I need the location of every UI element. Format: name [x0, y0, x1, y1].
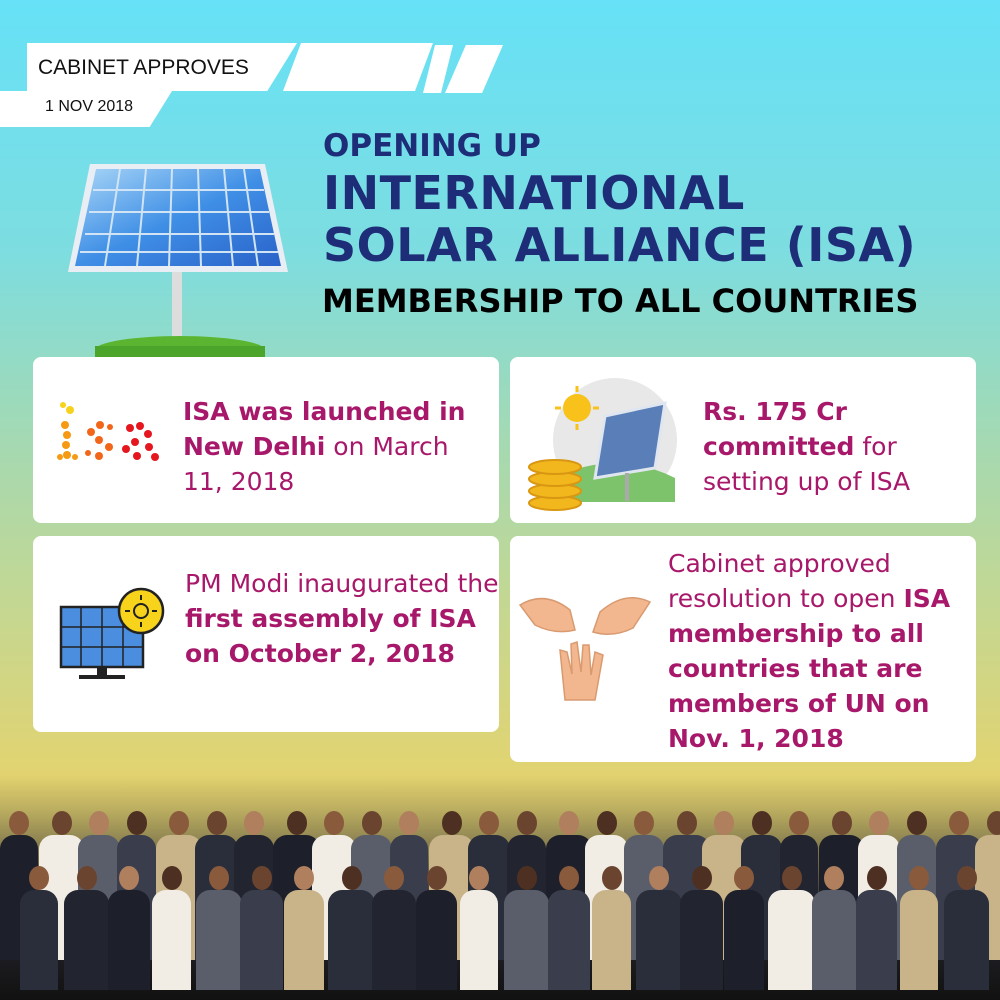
person-head [824, 866, 844, 890]
person-silhouette [680, 890, 723, 990]
person-head [949, 811, 969, 835]
solar-panel-icon [68, 164, 288, 360]
person-head [781, 866, 802, 890]
card-funding-bold: Rs. 175 Cr committed [703, 397, 855, 461]
card-funding-rest: for setting up of ISA [703, 432, 911, 496]
card-membership-bold: ISA membership to all countries that are… [668, 584, 951, 753]
banner-main [27, 43, 297, 91]
person-head [399, 811, 419, 835]
title-line1: OPENING UP [323, 128, 541, 164]
person-head [691, 866, 712, 890]
person-silhouette [900, 890, 938, 990]
card-membership-text: Cabinet approved resolution to open ISA … [668, 546, 968, 756]
person-silhouette [284, 890, 324, 990]
title-line4: MEMBERSHIP TO ALL COUNTRIES [322, 282, 919, 320]
person-head [789, 811, 809, 835]
person-silhouette [724, 890, 764, 990]
person-head [866, 866, 887, 890]
person-head [161, 866, 182, 890]
person-silhouette [944, 890, 989, 990]
person-head [384, 866, 404, 890]
person-head [119, 866, 139, 890]
person-silhouette [20, 890, 58, 990]
person-head [294, 866, 314, 890]
person-head [831, 811, 852, 835]
person-head [906, 811, 927, 835]
person-head [76, 866, 97, 890]
person-head [559, 866, 579, 890]
title-line2: INTERNATIONAL [323, 166, 745, 220]
solar-coins-icon [528, 378, 677, 511]
card-launch-rest: on March 11, 2018 [183, 432, 449, 496]
person-silhouette [64, 890, 109, 990]
person-head [559, 811, 579, 835]
person-silhouette [504, 890, 549, 990]
person-silhouette [152, 890, 191, 990]
person-head [9, 811, 29, 835]
person-head [516, 866, 537, 890]
person-head [29, 866, 49, 890]
card-launch [33, 357, 499, 523]
person-silhouette [592, 890, 631, 990]
solar-panel-sun-icon [59, 587, 165, 679]
card-assembly-pre: PM Modi inaugurated the [185, 569, 499, 598]
person-silhouette [372, 890, 416, 990]
person-head [601, 866, 622, 890]
card-assembly-bold: first assembly of ISA on October 2, 2018 [185, 604, 476, 668]
person-silhouette [240, 890, 283, 990]
title-line3: SOLAR ALLIANCE (ISA) [323, 218, 917, 272]
person-head [169, 811, 189, 835]
person-head [956, 866, 977, 890]
person-head [649, 866, 669, 890]
person-head [469, 866, 489, 890]
person-head [634, 811, 654, 835]
person-head [251, 866, 272, 890]
person-head [909, 866, 929, 890]
person-head [51, 811, 72, 835]
person-head [596, 811, 617, 835]
person-head [341, 866, 362, 890]
person-head [244, 811, 264, 835]
person-head [516, 811, 537, 835]
person-silhouette [460, 890, 498, 990]
person-silhouette [196, 890, 242, 990]
person-silhouette [856, 890, 897, 990]
card-assembly-text: PM Modi inaugurated the first assembly o… [185, 566, 505, 671]
group-photo [0, 775, 1000, 1000]
person-head [286, 811, 307, 835]
banner-label: CABINET APPROVES [38, 56, 249, 79]
banner-date-text: 1 NOV 2018 [45, 98, 134, 115]
person-head [89, 811, 109, 835]
person-head [869, 811, 889, 835]
person-silhouette [548, 890, 590, 990]
person-silhouette [768, 890, 815, 990]
person-head [676, 811, 697, 835]
person-head [361, 811, 382, 835]
hands-icon [518, 597, 652, 701]
person-head [734, 866, 754, 890]
person-head [126, 811, 147, 835]
banner-stripe [283, 43, 433, 91]
person-head [426, 866, 447, 890]
banner-stripe [445, 45, 503, 93]
person-head [479, 811, 499, 835]
person-head [209, 866, 229, 890]
person-head [441, 811, 462, 835]
person-silhouette [812, 890, 856, 990]
person-head [751, 811, 772, 835]
card-membership-pre: Cabinet approved resolution to open [668, 549, 904, 613]
person-head [714, 811, 734, 835]
person-silhouette [636, 890, 682, 990]
person-silhouette [108, 890, 150, 990]
person-head [324, 811, 344, 835]
person-head [986, 811, 1000, 835]
card-funding-text: Rs. 175 Cr committed for setting up of I… [703, 394, 963, 499]
card-launch-text: ISA was launched in New Delhi on March 1… [183, 394, 483, 499]
person-silhouette [328, 890, 375, 990]
banner-date [0, 91, 172, 127]
person-silhouette [416, 890, 457, 990]
person-head [206, 811, 227, 835]
isa-logo-icon [57, 402, 159, 461]
card-launch-bold: ISA was launched in New Delhi [183, 397, 466, 461]
